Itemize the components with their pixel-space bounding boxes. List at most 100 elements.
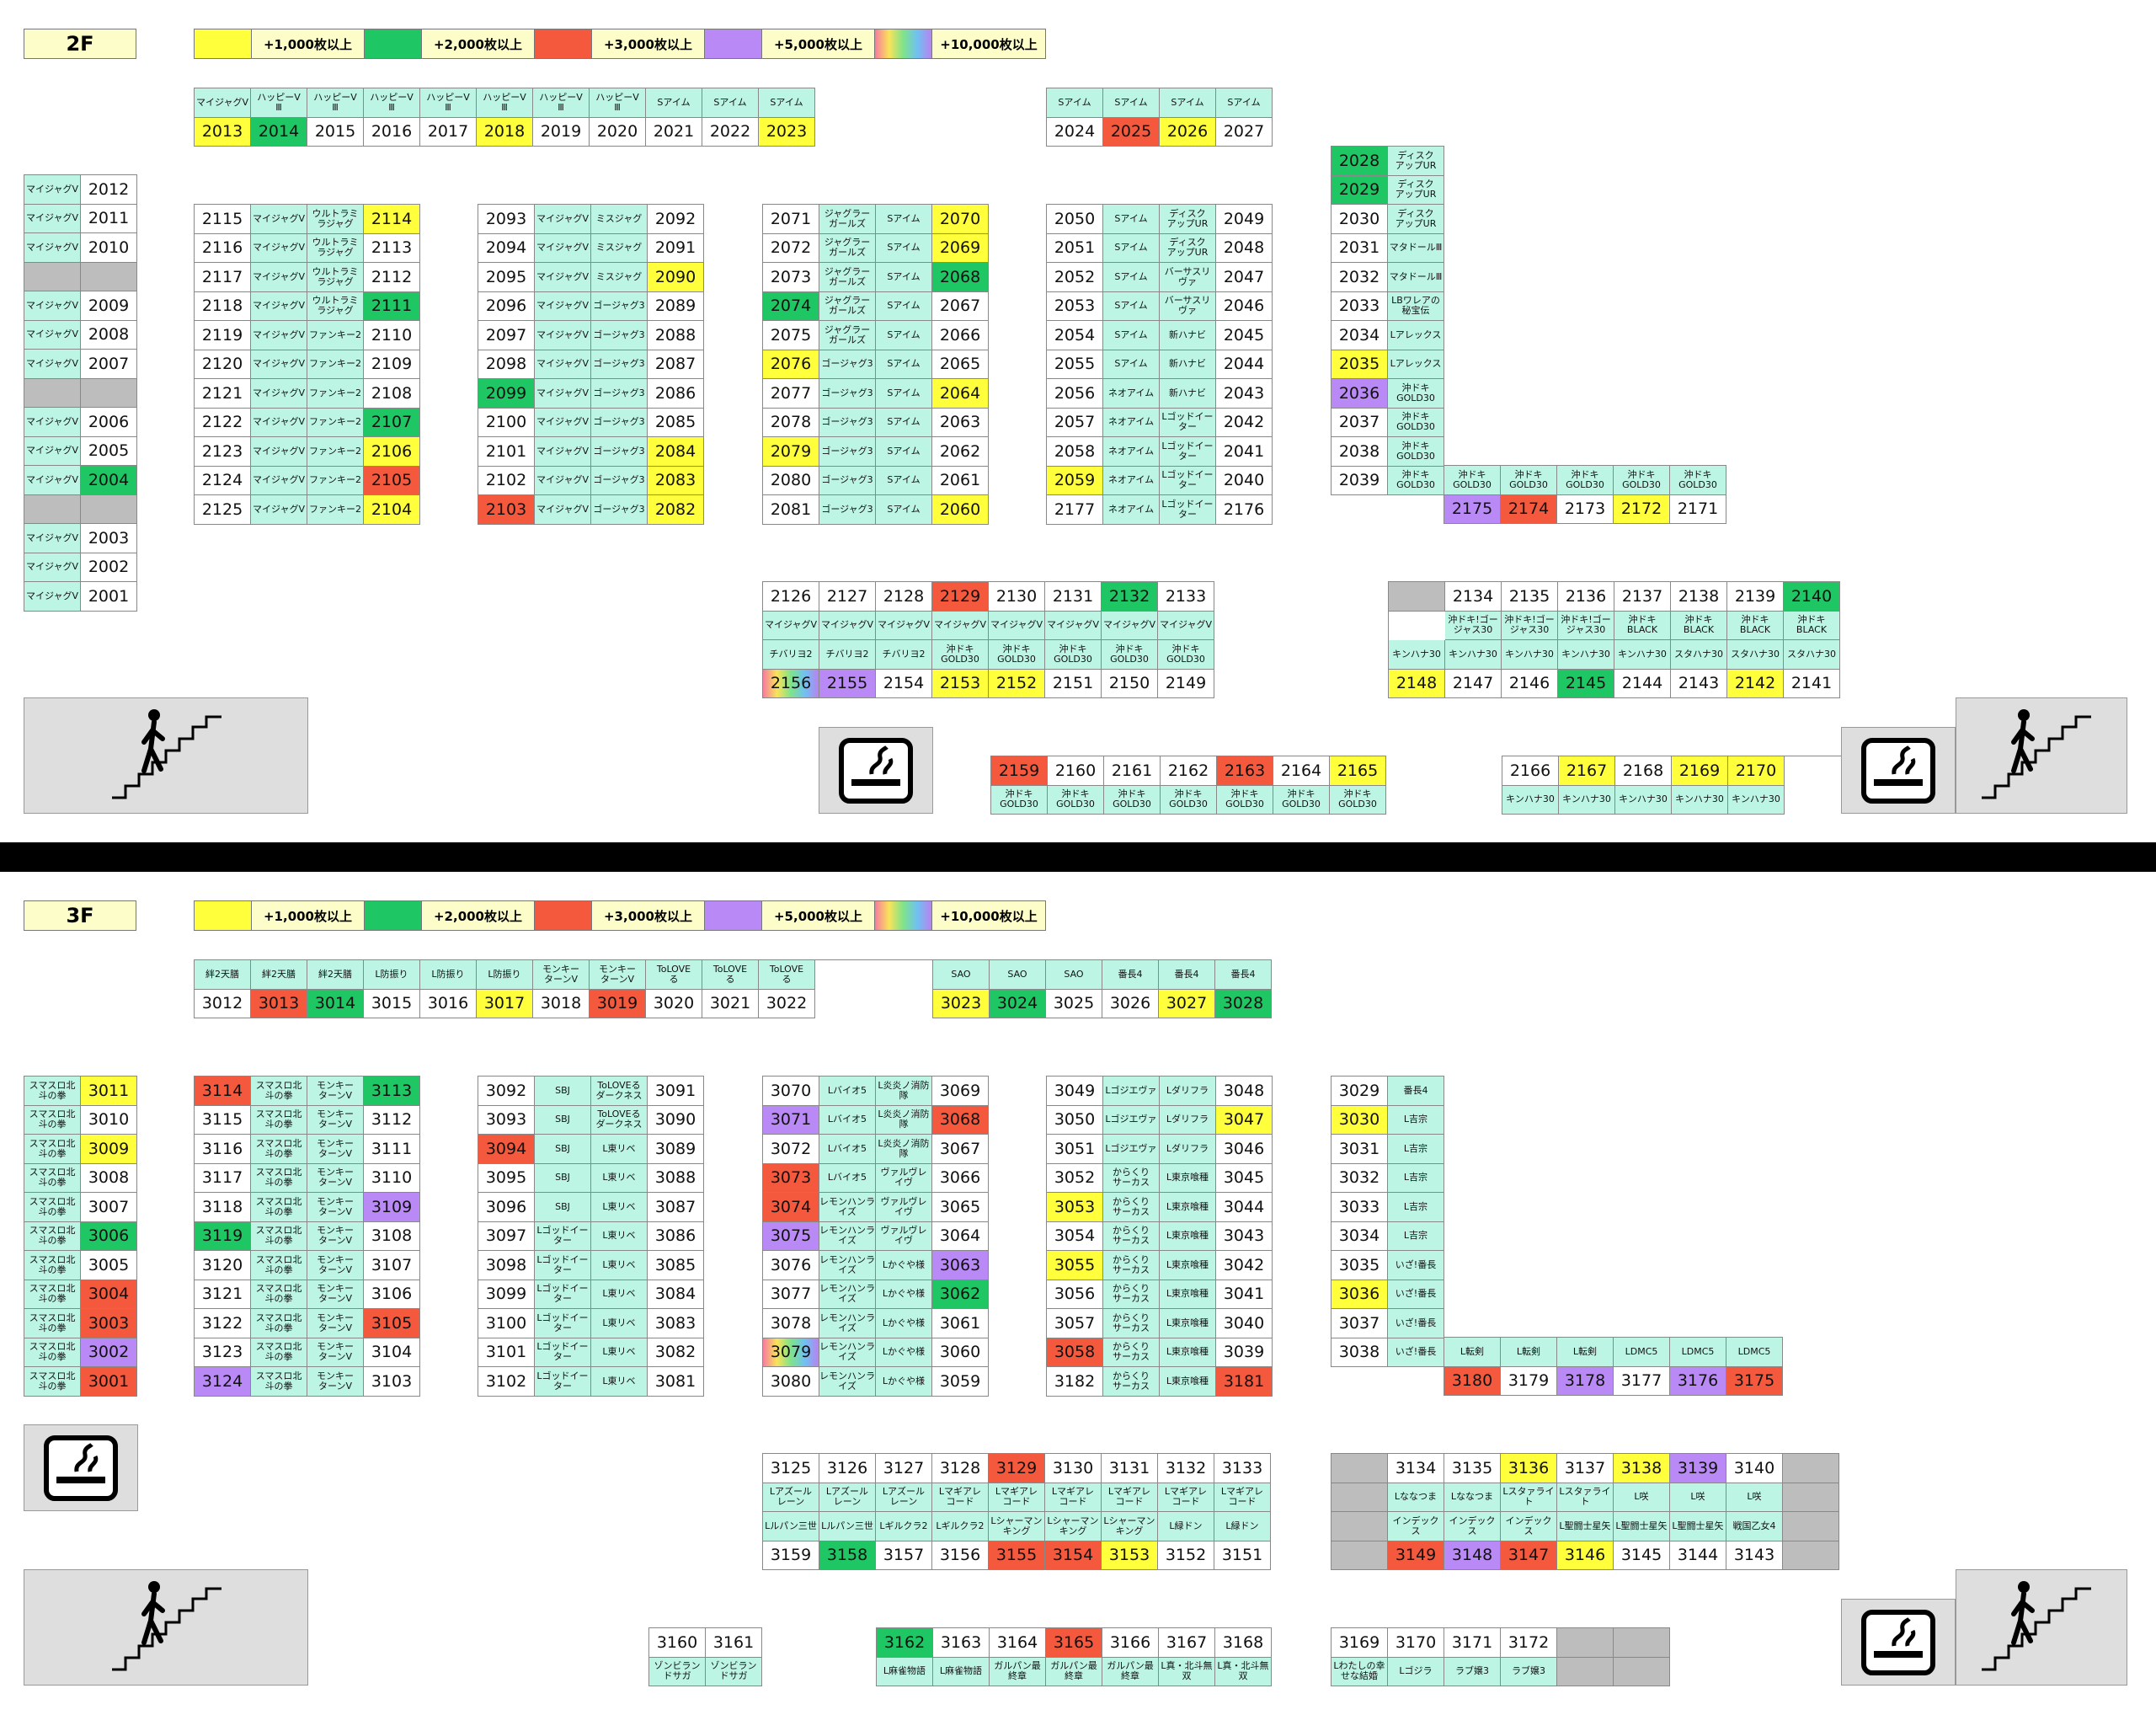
machine-number: 2024 [1047, 117, 1103, 147]
machine-number: 3006 [81, 1221, 137, 1251]
machine-name: ハッピーV Ⅲ [364, 88, 420, 118]
machine-number: 3129 [989, 1454, 1045, 1483]
machine-number: 3146 [1557, 1541, 1614, 1570]
machine-name: マイジャグV [535, 437, 591, 467]
machine-number: 2079 [763, 437, 819, 467]
machine-number: 3107 [364, 1251, 420, 1280]
machine-name: Lわたしの幸 せな結婚 [1331, 1657, 1388, 1686]
machine-number: 2100 [478, 408, 535, 437]
machine-number: 3061 [932, 1309, 989, 1338]
machine-number: 2012 [81, 175, 137, 205]
machine-block: 3092 SBJ ToLOVEる ダークネス 3091 3093 SBJ ToLOVEる ダ… [478, 1076, 704, 1397]
machine-name: L聖闘士星矢 [1614, 1512, 1670, 1541]
machine-number: 3106 [364, 1280, 420, 1309]
machine-name: キンハナ30 [1672, 785, 1728, 815]
machine-name: マイジャグV [932, 611, 989, 640]
machine-number: 2167 [1559, 756, 1615, 786]
machine-number: 2174 [1501, 494, 1557, 524]
machine-block: 2050 Sアイム ディスク アップUR 2049 2051 Sアイム ディスク アップUR… [1046, 204, 1273, 525]
machine-name: ジャグラー ガールズ [819, 205, 876, 234]
legend-swatch [195, 901, 252, 930]
machine-name: Lバイオ5 [819, 1077, 876, 1106]
machine-number: 2119 [195, 321, 251, 350]
machine-number: 2002 [81, 553, 137, 582]
machine-name: Sアイム [876, 263, 932, 292]
machine-number: 3033 [1331, 1193, 1388, 1222]
machine-name: SBJ [535, 1135, 591, 1164]
machine-name: スマスロ北 斗の拳 [251, 1105, 307, 1135]
machine-block: L転剣 L転剣 L転剣 LDMC5 LDMC5 LDMC5 3180 3179 3178 3177… [1444, 1337, 1783, 1396]
machine-name: マイジャグV [876, 611, 932, 640]
machine-number: 2109 [364, 350, 420, 379]
machine-number: 2136 [1558, 582, 1614, 612]
machine-number: 3071 [763, 1105, 819, 1135]
machine-name: モンキー ターンV [307, 1077, 364, 1106]
machine-number: 2164 [1273, 756, 1330, 786]
legend-swatch [705, 901, 762, 930]
machine-name: L緑ドン [1158, 1512, 1214, 1541]
machine-name: キンハナ30 [1502, 640, 1558, 670]
machine-name: 沖ドキ!ゴー ジャス30 [1558, 611, 1614, 640]
machine-name: マイジャグV [24, 204, 81, 233]
machine-name: L咲 [1726, 1483, 1783, 1512]
machine-name: マイジャグV [535, 321, 591, 350]
machine-name: ゴージャグ3 [591, 437, 648, 467]
machine-number: 2078 [763, 408, 819, 437]
legend-swatch [535, 29, 592, 58]
legend-swatch [875, 901, 932, 930]
machine-block: 3029 番長4 3030 L吉宗 3031 L吉宗 3032 L吉宗 3033 L吉宗 3034 L… [1331, 1076, 1444, 1367]
machine-name: 沖ドキ GOLD30 [1102, 640, 1158, 670]
machine-name: Sアイム [1103, 321, 1160, 350]
machine-number: 2148 [1389, 669, 1445, 698]
machine-number: 2040 [1216, 466, 1273, 495]
machine-name: からくり サーカス [1103, 1280, 1160, 1309]
empty-slot [1331, 1483, 1388, 1512]
machine-name: L吉宗 [1388, 1193, 1444, 1222]
machine-name: ハッピーV Ⅲ [533, 88, 590, 118]
machine-name: モンキー ターンV [307, 1251, 364, 1280]
smoking-area-icon [819, 727, 933, 814]
empty-slot [1389, 612, 1445, 641]
machine-number: 2066 [932, 321, 989, 350]
machine-name: ネオアイム [1103, 437, 1160, 467]
machine-number: 2168 [1615, 756, 1672, 786]
machine-number: 2165 [1330, 756, 1386, 786]
machine-name: 沖ドキ GOLD30 [1273, 785, 1330, 815]
machine-number: 3051 [1047, 1135, 1103, 1164]
machine-number: 3102 [478, 1367, 535, 1397]
machine-name: マイジャグV [24, 320, 81, 350]
machine-name: ディスク アップUR [1388, 175, 1444, 205]
machine-number: 2131 [1045, 582, 1102, 612]
machine-name: スマスロ北 斗の拳 [24, 1105, 81, 1135]
machine-number: 2139 [1727, 582, 1784, 612]
machine-name: スマスロ北 斗の拳 [251, 1338, 307, 1367]
machine-number: 2035 [1331, 350, 1388, 379]
machine-name: L東京喰種 [1160, 1309, 1216, 1338]
machine-number: 3103 [364, 1367, 420, 1397]
machine-name: Lアズール レーン [763, 1483, 819, 1512]
machine-number: 3125 [763, 1454, 819, 1483]
machine-number: 2111 [364, 291, 420, 321]
machine-name: L転剣 [1444, 1338, 1501, 1367]
machine-name: モンキー ターンV [533, 960, 590, 990]
machine-number: 3161 [706, 1628, 762, 1658]
machine-name: 沖ドキ GOLD30 [1444, 466, 1501, 495]
machine-name: Lアズール レーン [876, 1483, 932, 1512]
machine-number: 2159 [991, 756, 1048, 786]
machine-number: 3157 [876, 1541, 932, 1570]
machine-number: 3128 [932, 1454, 989, 1483]
machine-name: モンキー ターンV [307, 1221, 364, 1251]
machine-number: 2053 [1047, 291, 1103, 321]
machine-number: 3091 [648, 1077, 704, 1106]
machine-block: Sアイム Sアイム Sアイム Sアイム 2024 2025 2026 2027 [1046, 88, 1273, 147]
machine-number: 2110 [364, 321, 420, 350]
machine-name: Lゴッドイー ター [1160, 408, 1216, 437]
machine-name: スマスロ北 斗の拳 [24, 1163, 81, 1193]
machine-name: 絆2天膳 [251, 960, 307, 990]
machine-number: 3017 [477, 989, 533, 1018]
machine-name: スマスロ北 斗の拳 [251, 1135, 307, 1164]
empty-slot [1783, 1512, 1839, 1541]
machine-number: 2134 [1445, 582, 1502, 612]
machine-name: 沖ドキ GOLD30 [1670, 466, 1726, 495]
machine-name: Lマギアレ コード [1158, 1483, 1214, 1512]
